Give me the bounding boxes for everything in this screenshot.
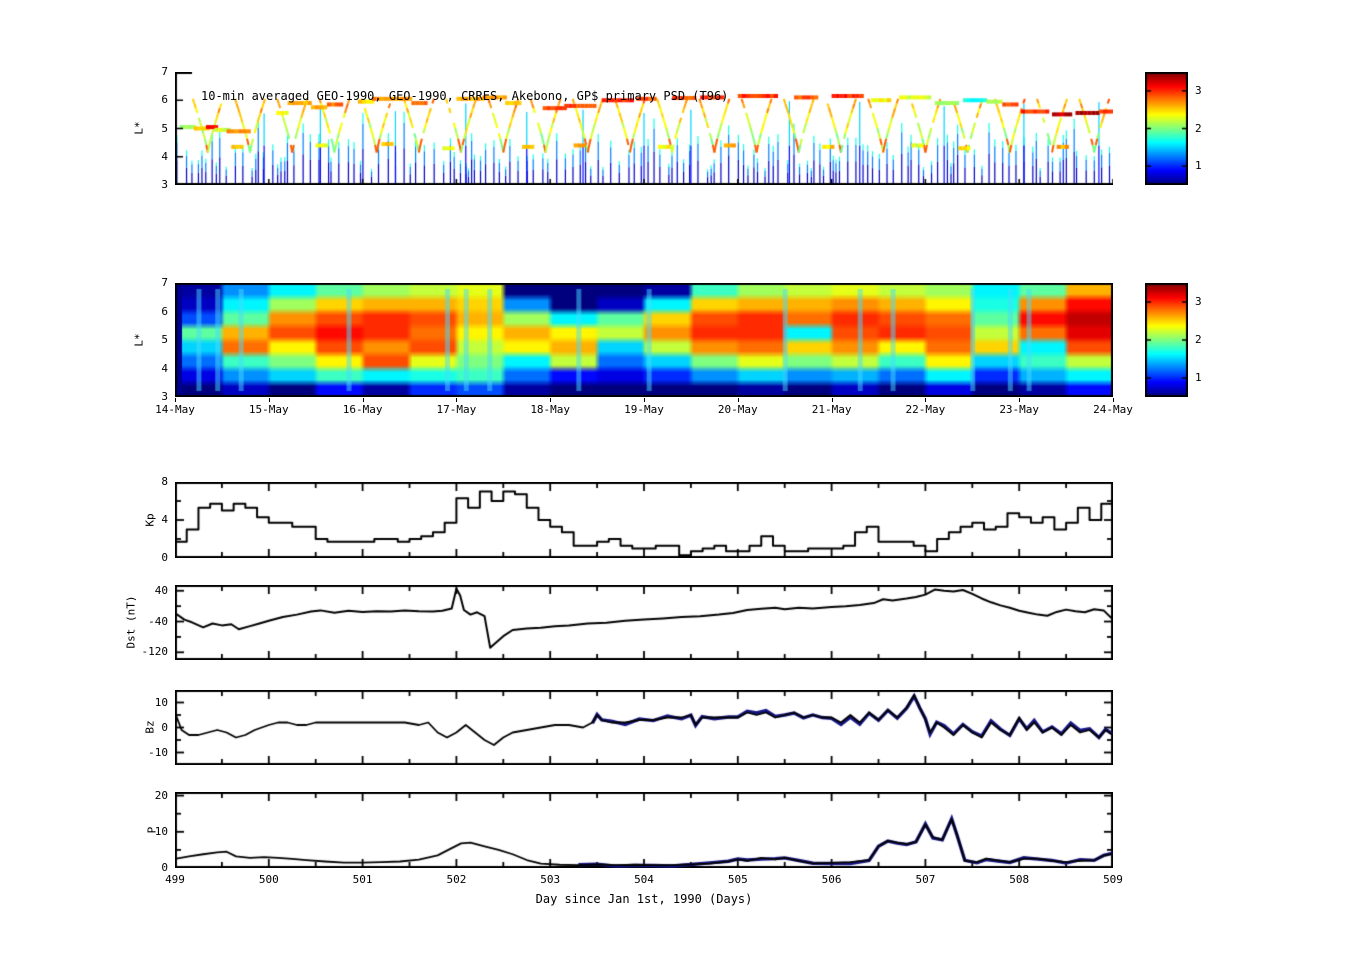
day-tick-label: 503 bbox=[540, 873, 561, 886]
day-tick-label: 504 bbox=[634, 873, 654, 886]
kp-tick-label: 8 bbox=[161, 475, 168, 488]
date-tick-label: 24-May bbox=[1093, 403, 1133, 416]
kp-tick-label: 0 bbox=[161, 551, 168, 564]
day-tick-label: 500 bbox=[258, 873, 279, 886]
colorbar-mid-canvas bbox=[1145, 283, 1188, 397]
l-tick-label: 7 bbox=[161, 276, 168, 289]
colorbar-tick-label: 3 bbox=[1195, 295, 1202, 308]
day-tick-label: 502 bbox=[446, 873, 467, 886]
dst-tick-label: 40 bbox=[154, 583, 168, 597]
date-tick-label: 20-May bbox=[717, 403, 758, 416]
day-tick-label: 505 bbox=[727, 873, 748, 886]
p-tick-label: 10 bbox=[154, 824, 168, 838]
date-tick-label: 21-May bbox=[811, 403, 852, 416]
l-tick-label: 6 bbox=[161, 304, 168, 318]
colorbar-top-canvas bbox=[1145, 72, 1188, 185]
bz-tick-label: -10 bbox=[148, 745, 168, 759]
date-tick-mark bbox=[1113, 398, 1114, 402]
x-axis-label: Day since Jan 1st, 1990 (Days) bbox=[535, 892, 753, 906]
l-tick-label: 4 bbox=[161, 361, 168, 375]
date-tick-label: 22-May bbox=[905, 403, 946, 416]
date-tick-label: 19-May bbox=[624, 403, 664, 416]
p-tick-label: 0 bbox=[161, 861, 168, 874]
date-tick-mark bbox=[1019, 398, 1021, 402]
date-tick-mark bbox=[925, 398, 927, 402]
panel1-title: 10-min averaged GEO-1990, GEO-1990, CRRE… bbox=[201, 89, 729, 103]
date-tick-label: 17-May bbox=[436, 403, 477, 416]
date-tick-mark bbox=[831, 398, 833, 402]
psd-heatmap-canvas bbox=[175, 283, 1113, 397]
day-tick-label: 506 bbox=[821, 873, 842, 886]
l-tick-label: 5 bbox=[161, 333, 168, 346]
colorbar-tick-label: 1 bbox=[1195, 159, 1202, 173]
l-tick-label: 6 bbox=[161, 93, 168, 107]
date-tick-mark bbox=[456, 398, 458, 402]
l-tick-label: 7 bbox=[161, 65, 168, 78]
ylabel-kp: Kp bbox=[143, 513, 157, 527]
date-tick-label: 23-May bbox=[999, 403, 1040, 416]
date-tick-mark bbox=[737, 398, 739, 402]
colorbar-tick-label: 3 bbox=[1195, 83, 1202, 97]
psd-scatter-canvas bbox=[175, 72, 1113, 185]
colorbar-tick-label: 2 bbox=[1195, 333, 1202, 346]
ylabel-lstar-top: L* bbox=[132, 121, 146, 135]
day-tick-label: 509 bbox=[1103, 873, 1123, 886]
l-tick-label: 3 bbox=[161, 178, 168, 191]
l-tick-label: 4 bbox=[161, 149, 168, 163]
dst-tick-label: -40 bbox=[148, 614, 168, 628]
dst-panel-canvas bbox=[175, 585, 1113, 660]
bz-panel-canvas bbox=[175, 690, 1113, 765]
ylabel-lstar-mid: L* bbox=[132, 333, 146, 347]
colorbar-tick-label: 1 bbox=[1195, 371, 1202, 384]
kp-panel-canvas bbox=[175, 482, 1113, 558]
date-tick-label: 16-May bbox=[342, 403, 383, 416]
date-tick-label: 15-May bbox=[248, 403, 289, 416]
l-tick-label: 5 bbox=[161, 121, 168, 135]
bz-tick-label: 10 bbox=[154, 695, 168, 709]
date-tick-mark bbox=[550, 398, 552, 402]
date-tick-label: 14-May bbox=[155, 403, 195, 416]
day-tick-label: 501 bbox=[352, 873, 373, 886]
ylabel-dst: Dst (nT) bbox=[124, 595, 138, 649]
p-panel-canvas bbox=[175, 792, 1113, 868]
date-tick-mark bbox=[175, 398, 176, 402]
date-tick-label: 18-May bbox=[530, 403, 571, 416]
bz-tick-label: 0 bbox=[161, 720, 168, 734]
colorbar-tick-label: 2 bbox=[1195, 121, 1202, 135]
date-tick-mark bbox=[644, 398, 645, 402]
day-tick-label: 499 bbox=[165, 873, 185, 886]
day-tick-label: 508 bbox=[1009, 873, 1030, 886]
date-tick-mark bbox=[268, 398, 270, 402]
ylabel-bz: Bz bbox=[143, 720, 157, 734]
p-tick-label: 20 bbox=[154, 788, 168, 802]
l-tick-label: 3 bbox=[161, 390, 168, 403]
dst-tick-label: -120 bbox=[141, 645, 169, 659]
day-tick-label: 507 bbox=[915, 873, 936, 886]
date-tick-mark bbox=[362, 398, 364, 402]
kp-tick-label: 4 bbox=[161, 513, 168, 526]
